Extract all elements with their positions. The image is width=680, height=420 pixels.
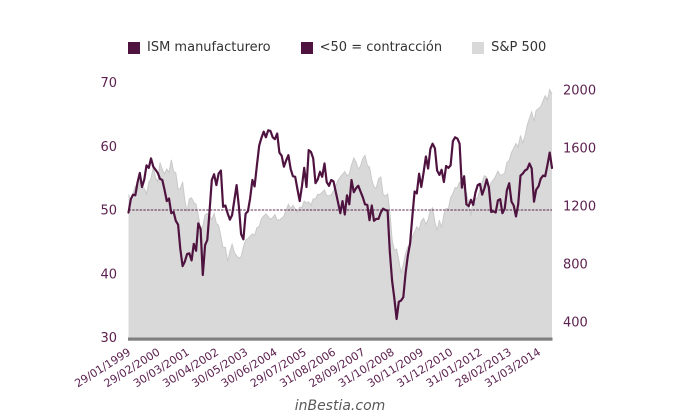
watermark: inBestia.com bbox=[294, 398, 386, 414]
right-axis-tick-label: 400 bbox=[563, 316, 588, 331]
legend-item-contraction: <50 = contracción bbox=[300, 40, 443, 55]
x-axis-line bbox=[128, 337, 553, 341]
legend-label-sp500: S&P 500 bbox=[491, 40, 547, 55]
left-axis-tick-label: 60 bbox=[100, 140, 117, 155]
legend-item-sp500: S&P 500 bbox=[472, 40, 546, 55]
left-axis-tick-label: 50 bbox=[100, 204, 117, 219]
contraction-swatch-icon bbox=[300, 41, 313, 54]
legend-label-contraction: <50 = contracción bbox=[319, 40, 443, 55]
legend-label-ism: ISM manufacturero bbox=[147, 40, 271, 55]
ism-line bbox=[127, 129, 554, 321]
right-axis-tick-label: 1600 bbox=[563, 142, 596, 157]
legend-item-ism: ISM manufacturero bbox=[128, 40, 271, 55]
chart-legend: ISM manufacturero <50 = contracción S&P … bbox=[128, 40, 546, 55]
left-axis-tick-label: 30 bbox=[100, 331, 117, 346]
right-axis-tick-label: 1200 bbox=[563, 200, 596, 215]
left-axis-tick-label: 70 bbox=[100, 76, 117, 91]
right-axis-tick-label: 2000 bbox=[563, 84, 596, 99]
sp500-area-edge bbox=[128, 88, 553, 274]
right-axis-tick-label: 800 bbox=[563, 258, 588, 273]
ism-series-swatch-icon bbox=[128, 41, 140, 54]
sp500-series-swatch-icon bbox=[472, 41, 485, 54]
left-axis-tick-label: 40 bbox=[100, 267, 117, 282]
